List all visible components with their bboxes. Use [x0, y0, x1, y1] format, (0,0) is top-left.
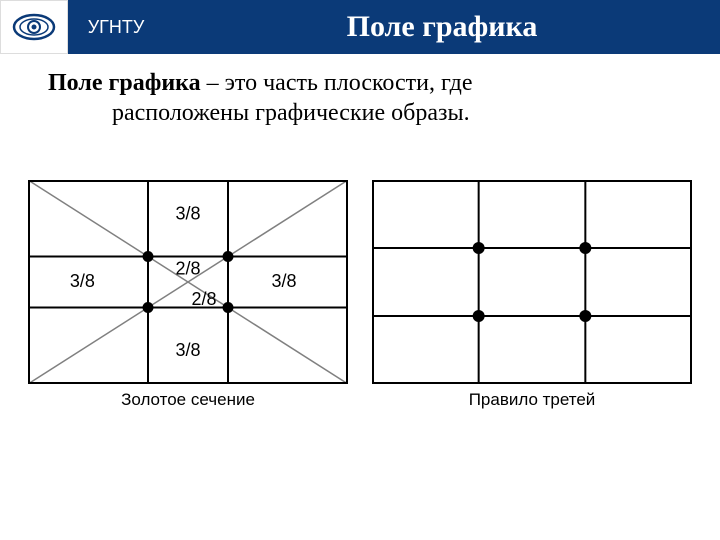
- definition-rest1: – это часть плоскости, где: [201, 70, 473, 96]
- definition-line2: расположены графические образы.: [48, 98, 672, 128]
- rule-of-thirds-group: Правило третей: [372, 180, 692, 440]
- eye-logo-icon: [12, 11, 56, 43]
- svg-text:3/8: 3/8: [271, 271, 296, 291]
- svg-text:3/8: 3/8: [175, 340, 200, 360]
- svg-text:2/8: 2/8: [175, 259, 200, 279]
- definition-text: Поле графика – это часть плоскости, где …: [48, 68, 672, 128]
- golden-section-group: 3/8 3/8 2/8 3/8 2/8 3/8 Золотое сечение: [28, 180, 348, 440]
- svg-text:2/8: 2/8: [191, 289, 216, 309]
- rule-of-thirds-caption: Правило третей: [469, 390, 596, 410]
- rule-of-thirds-diagram: [372, 180, 692, 384]
- golden-section-caption: Золотое сечение: [121, 390, 255, 410]
- svg-text:3/8: 3/8: [70, 271, 95, 291]
- university-logo: [0, 0, 68, 54]
- svg-text:3/8: 3/8: [175, 203, 200, 223]
- slide-header: УГНТУ Поле графика: [0, 0, 720, 54]
- definition-term: Поле графика: [48, 70, 201, 96]
- university-label: УГНТУ: [68, 0, 164, 54]
- golden-section-diagram: 3/8 3/8 2/8 3/8 2/8 3/8: [28, 180, 348, 384]
- slide-title: Поле графика: [164, 0, 720, 54]
- diagrams-row: 3/8 3/8 2/8 3/8 2/8 3/8 Золотое сечение Прави…: [28, 180, 692, 440]
